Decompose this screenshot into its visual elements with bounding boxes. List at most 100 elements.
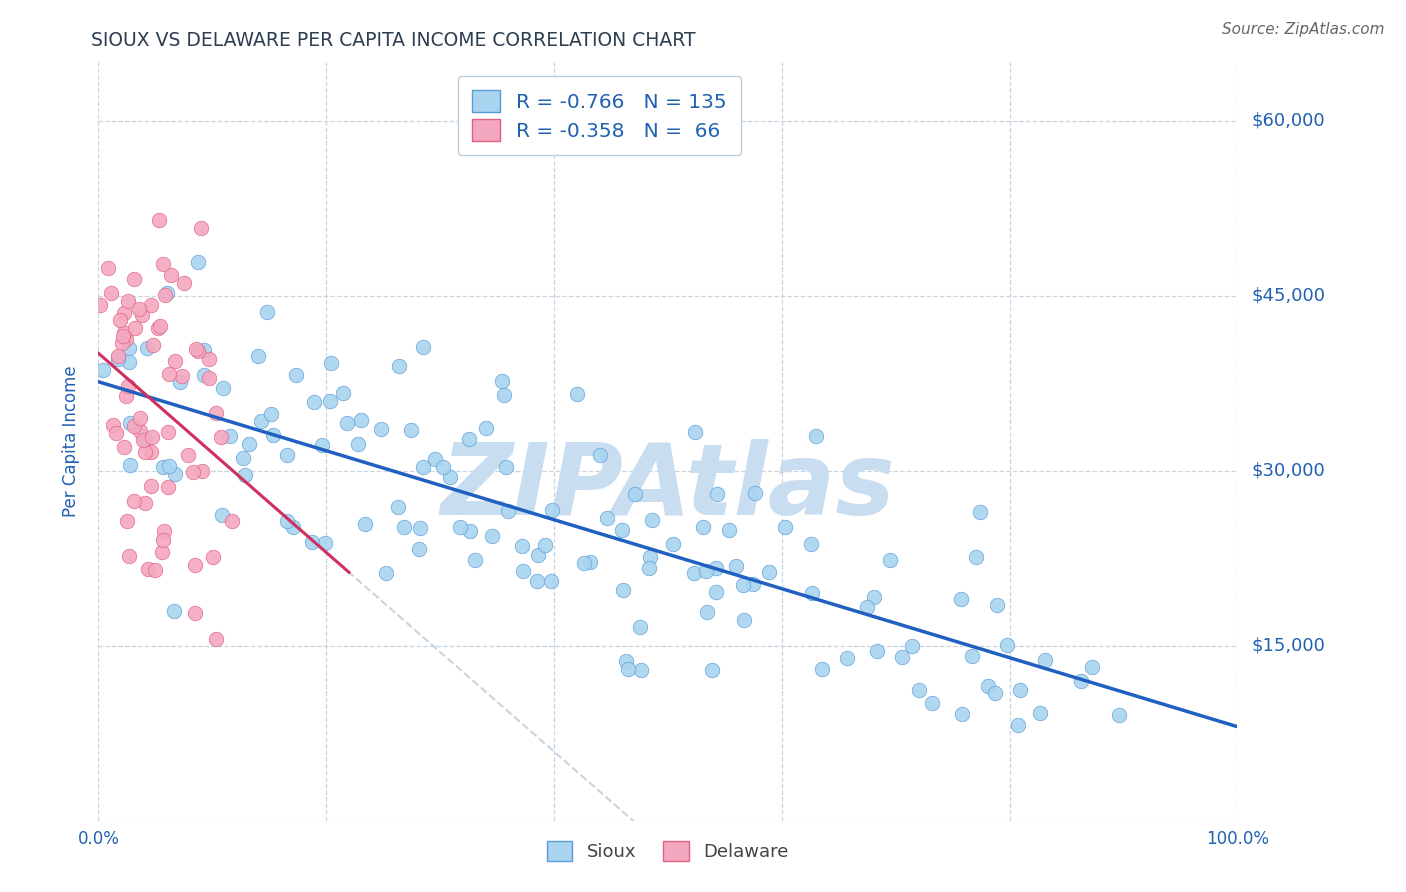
Point — [983, 686, 1005, 700]
Point — [837, 651, 859, 665]
Point — [347, 436, 370, 450]
Point — [512, 565, 534, 579]
Point — [134, 444, 156, 458]
Point — [139, 298, 162, 312]
Point — [408, 521, 430, 535]
Text: $60,000: $60,000 — [1251, 112, 1324, 129]
Point — [534, 538, 557, 552]
Point — [124, 419, 146, 434]
Point — [117, 342, 139, 356]
Point — [281, 520, 304, 534]
Point — [596, 511, 619, 525]
Point — [969, 505, 991, 519]
Point — [186, 343, 208, 357]
Point — [152, 533, 174, 547]
Point — [706, 560, 728, 574]
Point — [965, 549, 987, 564]
Point — [117, 293, 139, 308]
Point — [567, 387, 589, 401]
Point — [950, 592, 973, 607]
Point — [156, 480, 179, 494]
Point — [976, 679, 998, 693]
Point — [412, 460, 434, 475]
Point — [97, 260, 120, 275]
Point — [107, 349, 129, 363]
Point — [141, 430, 163, 444]
Point — [995, 638, 1018, 652]
Text: $30,000: $30,000 — [1251, 462, 1324, 480]
Point — [212, 381, 235, 395]
Point — [221, 514, 243, 528]
Point — [157, 367, 180, 381]
Point — [733, 577, 755, 591]
Point — [211, 508, 233, 522]
Point — [114, 389, 136, 403]
Point — [319, 356, 342, 370]
Point — [112, 326, 135, 340]
Point — [173, 276, 195, 290]
Point — [122, 272, 145, 286]
Point — [741, 576, 763, 591]
Point — [143, 563, 166, 577]
Point — [302, 394, 325, 409]
Point — [129, 410, 152, 425]
Point — [218, 428, 240, 442]
Point — [276, 514, 298, 528]
Point — [120, 417, 142, 431]
Point — [458, 432, 481, 446]
Point — [193, 368, 215, 382]
Point — [704, 585, 727, 599]
Point — [696, 605, 718, 619]
Text: $15,000: $15,000 — [1251, 637, 1324, 655]
Point — [156, 286, 179, 301]
Point — [111, 329, 134, 343]
Text: Source: ZipAtlas.com: Source: ZipAtlas.com — [1222, 22, 1385, 37]
Text: SIOUX VS DELAWARE PER CAPITA INCOME CORRELATION CHART: SIOUX VS DELAWARE PER CAPITA INCOME CORR… — [91, 31, 696, 50]
Point — [879, 553, 901, 567]
Point — [238, 437, 260, 451]
Point — [157, 458, 180, 473]
Point — [638, 550, 661, 565]
Point — [152, 524, 174, 538]
Point — [492, 388, 515, 402]
Point — [311, 438, 333, 452]
Point — [336, 416, 359, 430]
Point — [616, 661, 638, 675]
Point — [117, 379, 139, 393]
Point — [141, 445, 163, 459]
Point — [891, 650, 914, 665]
Y-axis label: Per Capita Income: Per Capita Income — [62, 366, 80, 517]
Point — [163, 467, 186, 481]
Text: ZIPAtlas: ZIPAtlas — [440, 439, 896, 535]
Point — [683, 425, 706, 439]
Point — [610, 524, 633, 538]
Point — [163, 604, 186, 618]
Point — [89, 298, 111, 312]
Point — [160, 268, 183, 283]
Point — [112, 306, 135, 320]
Point — [855, 599, 877, 614]
Point — [191, 465, 214, 479]
Point — [152, 460, 174, 475]
Point — [128, 301, 150, 316]
Point — [260, 408, 283, 422]
Point — [184, 606, 207, 620]
Point — [314, 536, 336, 550]
Point — [623, 486, 645, 500]
Point — [1010, 683, 1032, 698]
Point — [579, 555, 602, 569]
Point — [197, 351, 219, 366]
Point — [638, 560, 661, 574]
Point — [231, 451, 253, 466]
Point — [1028, 706, 1050, 720]
Point — [432, 460, 454, 475]
Point — [118, 549, 141, 564]
Point — [401, 423, 423, 437]
Point — [412, 340, 434, 354]
Point — [474, 420, 496, 434]
Point — [758, 565, 780, 579]
Point — [540, 574, 562, 588]
Point — [129, 425, 152, 439]
Point — [491, 374, 513, 388]
Point — [183, 465, 205, 479]
